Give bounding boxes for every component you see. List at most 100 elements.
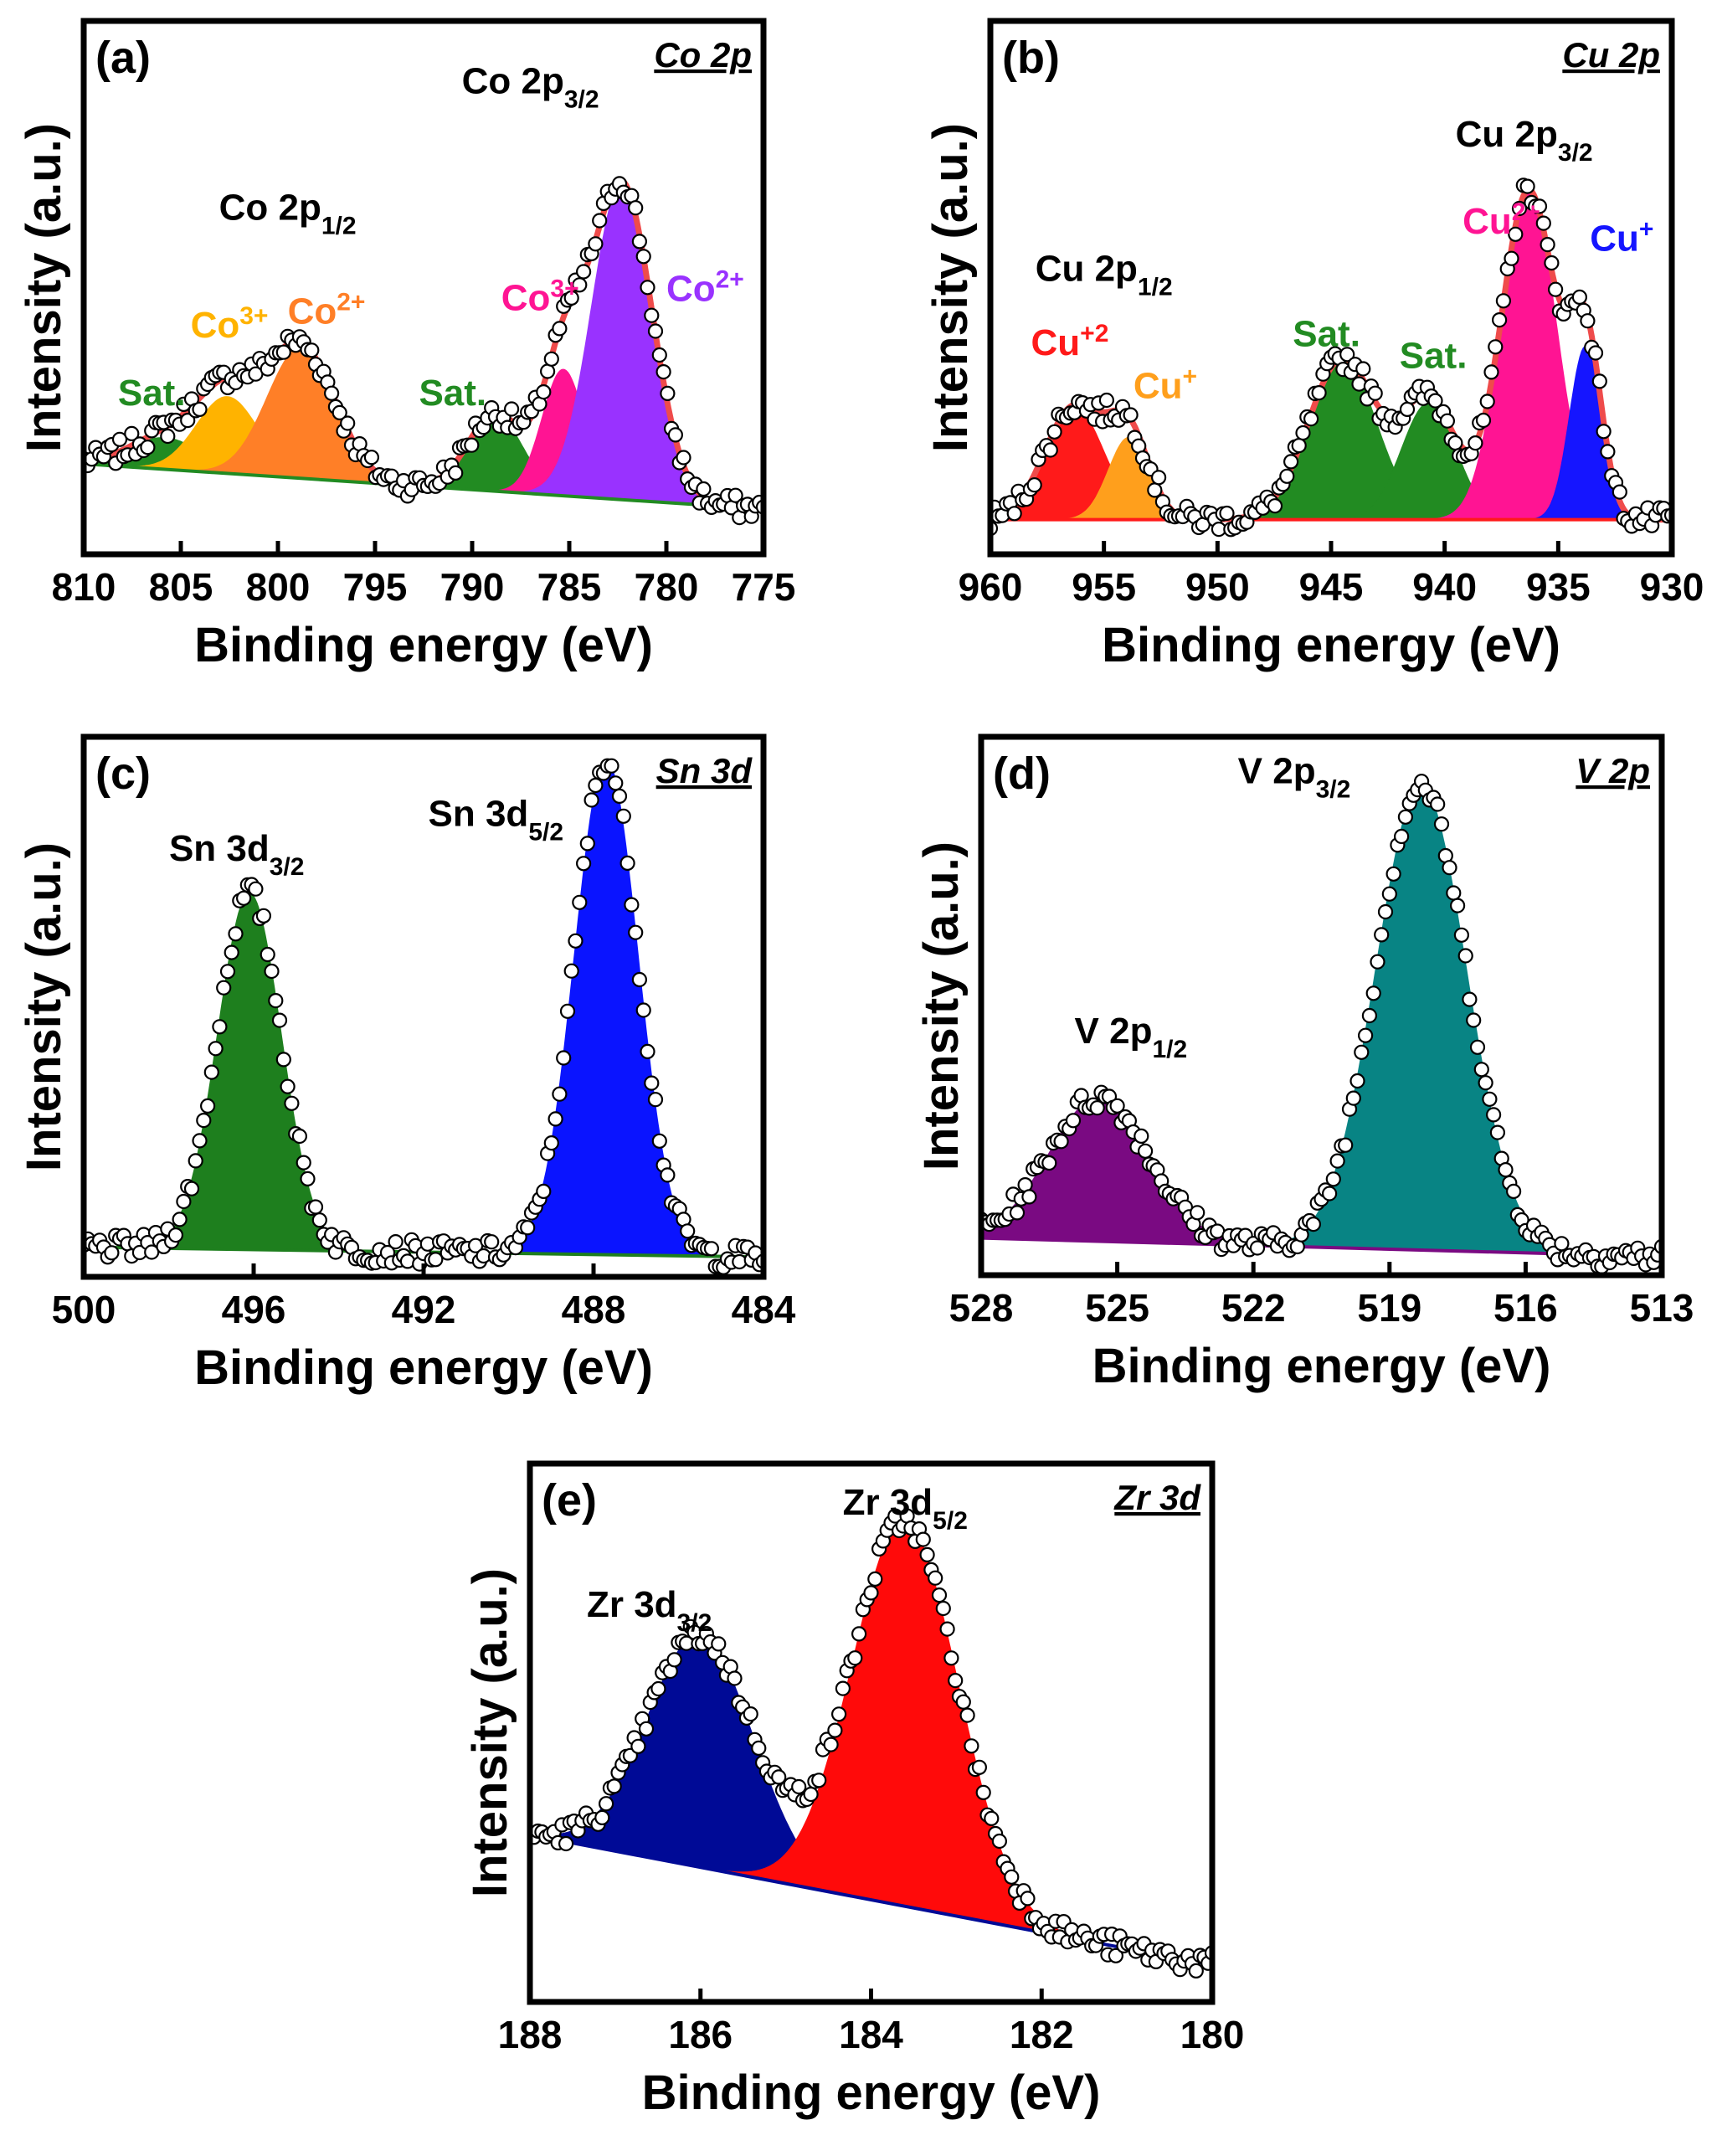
- data-point: [563, 963, 579, 979]
- annotation-b: Cu 2p3/2: [1456, 114, 1593, 167]
- data-point: [1511, 200, 1528, 217]
- data-point: [1468, 435, 1483, 451]
- data-point: [1351, 376, 1367, 392]
- data-point: [428, 1252, 444, 1268]
- data-points-b: [990, 178, 1672, 538]
- data-point: [255, 908, 271, 924]
- data-point: [1473, 1062, 1489, 1078]
- data-point: [1504, 250, 1519, 266]
- y-axis-title-b: Intensity (a.u.): [923, 123, 978, 452]
- data-point: [1377, 903, 1394, 920]
- data-point: [635, 1002, 651, 1018]
- data-point: [1339, 347, 1355, 363]
- data-point: [1026, 477, 1042, 493]
- data-point: [224, 944, 239, 960]
- x-tick-label-a: 785: [537, 565, 602, 609]
- data-point: [592, 213, 608, 229]
- data-point: [628, 200, 644, 216]
- annotation-a: Co2+: [666, 265, 744, 310]
- y-axis-title-d: Intensity (a.u.): [914, 841, 969, 1171]
- data-point: [1089, 1100, 1105, 1116]
- data-point: [1004, 1869, 1020, 1885]
- data-point: [1338, 1137, 1354, 1153]
- annotation-d: V 2p3/2: [1238, 750, 1351, 803]
- data-point: [543, 1135, 559, 1151]
- data-point: [1462, 991, 1478, 1007]
- data-point: [124, 425, 140, 442]
- y-axis-title-e: Intensity (a.u.): [463, 1568, 517, 1897]
- data-point: [1479, 394, 1495, 409]
- data-point: [558, 1835, 574, 1852]
- data-point: [1433, 816, 1450, 832]
- data-point: [172, 1212, 188, 1227]
- data-point: [1291, 437, 1307, 454]
- data-point: [176, 1193, 192, 1210]
- x-tick-label-c: 496: [222, 1288, 286, 1331]
- corner-title-e: Zr 3d: [1113, 1478, 1201, 1517]
- data-point: [604, 758, 619, 774]
- data-point: [552, 321, 568, 337]
- x-tick-label-a: 775: [732, 565, 796, 609]
- data-point: [363, 450, 379, 466]
- data-point: [1505, 1183, 1522, 1200]
- data-point: [556, 1050, 572, 1066]
- data-point: [1188, 1963, 1204, 1978]
- data-point: [552, 1086, 568, 1102]
- data-point: [1495, 293, 1512, 309]
- data-point: [340, 415, 356, 431]
- panel-b: 960 955 950 945 940 935 930 Binding energy (eV)…: [923, 18, 1704, 672]
- panel-e: 188 186 184 182 180 Binding energy (eV) Intens…: [463, 1460, 1244, 2120]
- data-point: [588, 236, 604, 252]
- data-point: [1485, 1107, 1502, 1123]
- data-point: [955, 1694, 971, 1710]
- data-point: [943, 1650, 959, 1666]
- x-tick-label-b: 935: [1526, 565, 1591, 609]
- data-point: [1508, 226, 1524, 242]
- data-point: [959, 1707, 975, 1723]
- annotation-a: Co3+: [191, 301, 269, 346]
- data-point: [851, 1626, 867, 1642]
- data-point: [160, 428, 176, 445]
- data-point: [1053, 1134, 1069, 1150]
- data-point: [666, 1652, 682, 1668]
- data-point: [1305, 1216, 1322, 1232]
- data-point: [264, 963, 280, 980]
- data-point: [1531, 198, 1548, 214]
- x-tick-label-c: 488: [562, 1288, 626, 1331]
- annotation-a: Co3+: [501, 275, 579, 319]
- data-point: [647, 323, 664, 339]
- data-point: [928, 1570, 943, 1586]
- x-axis-title-a: Binding energy (eV): [194, 618, 653, 672]
- data-point: [1453, 927, 1470, 943]
- x-axis-title-e: Binding energy (eV): [642, 2066, 1101, 2120]
- data-point: [931, 1587, 948, 1603]
- data-point: [791, 1778, 807, 1795]
- data-point: [919, 1546, 935, 1563]
- data-point: [598, 1796, 614, 1812]
- data-point: [611, 788, 628, 805]
- data-point: [1041, 1155, 1057, 1171]
- data-point: [640, 280, 655, 296]
- panel-c: 500 496 492 488 484 Binding energy (eV) Intens…: [17, 733, 796, 1395]
- data-point: [1491, 312, 1508, 328]
- annotation-e: Zr 3d3/2: [587, 1584, 712, 1637]
- annotation-e: Zr 3d5/2: [843, 1482, 968, 1535]
- data-point: [144, 1244, 160, 1260]
- data-point: [520, 1220, 536, 1236]
- data-point: [1065, 1113, 1082, 1129]
- data-point: [1349, 1073, 1365, 1089]
- data-point: [196, 1112, 212, 1129]
- data-point: [284, 1095, 300, 1111]
- data-point: [1370, 954, 1385, 970]
- data-point: [935, 1600, 951, 1617]
- axes-frame-d: [978, 733, 1665, 1279]
- data-point: [1357, 1027, 1374, 1043]
- data-point: [660, 1167, 676, 1183]
- data-point: [651, 1133, 667, 1149]
- data-point: [248, 881, 264, 897]
- x-tick-label-d: 525: [1085, 1286, 1149, 1330]
- data-point: [388, 1233, 404, 1250]
- data-point: [503, 401, 520, 417]
- data-point: [1544, 255, 1560, 271]
